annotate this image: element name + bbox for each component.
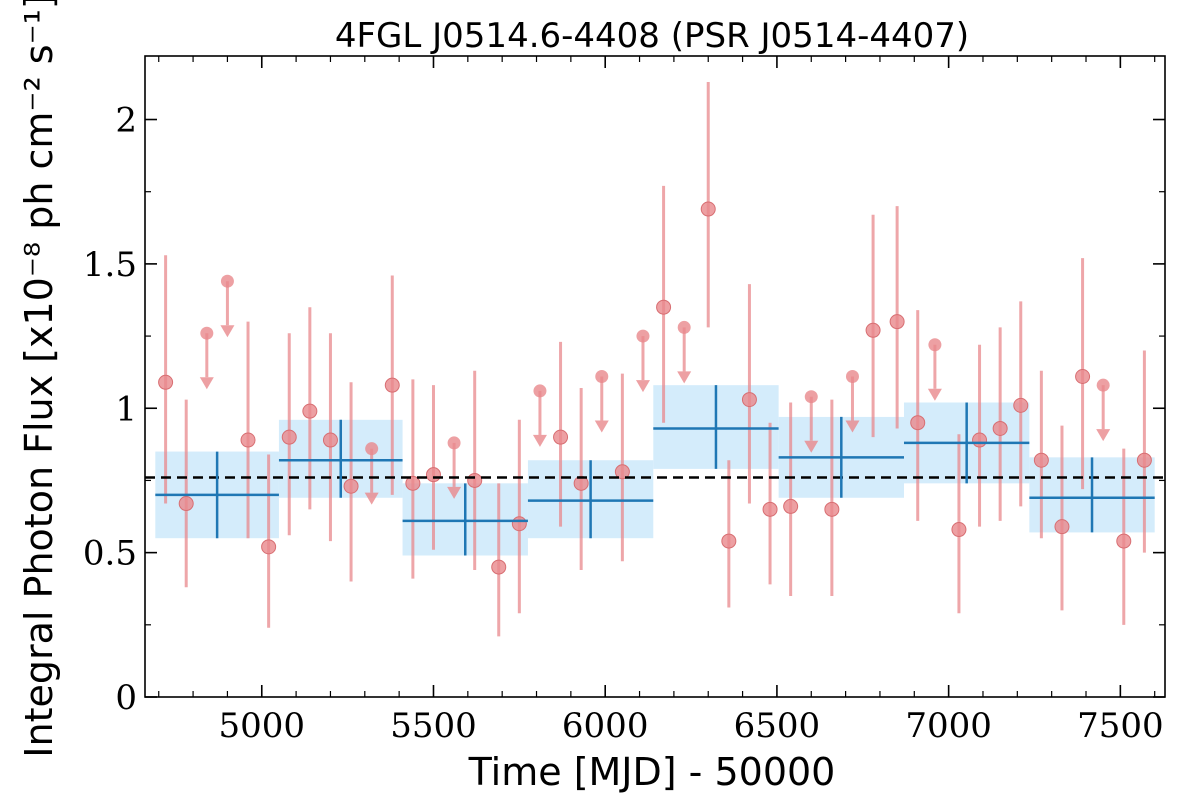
flux-point (302, 403, 318, 419)
flux-point (889, 314, 905, 330)
flux-point (614, 464, 630, 480)
plot-frame (144, 55, 1166, 698)
x-tick-label: 7000 (905, 706, 992, 746)
flux-point (972, 432, 988, 448)
flux-point (467, 472, 483, 488)
upper-limit-marker (677, 320, 691, 334)
y-tick-label: 0.5 (83, 534, 137, 574)
flux-point (384, 377, 400, 393)
y-axis: 0 0.5 1 1.5 2 (83, 101, 1165, 718)
flux-point (553, 429, 569, 445)
x-tick-label: 7500 (1077, 706, 1164, 746)
flux-point (910, 415, 926, 431)
x-tick-label: 6000 (562, 706, 649, 746)
flux-point (762, 501, 778, 517)
upper-limit-arrow (447, 486, 462, 499)
flux-point (158, 374, 174, 390)
flux-point (1054, 519, 1070, 535)
upper-limit-arrow (199, 377, 214, 390)
upper-limit-arrow (845, 420, 860, 433)
y-tick-label: 0 (115, 678, 137, 718)
flux-point (1013, 397, 1029, 413)
upper-limit-marker (200, 326, 214, 340)
flux-point (951, 522, 967, 538)
upper-limit-marker (845, 370, 859, 383)
flux-point (425, 467, 441, 483)
upper-limit-marker (365, 442, 379, 456)
x-tick-label: 5000 (219, 706, 306, 746)
flux-point (1136, 452, 1152, 468)
upper-limit-arrow (532, 434, 547, 447)
flux-point (824, 501, 840, 517)
flux-point (1033, 452, 1049, 468)
flux-point (491, 559, 507, 575)
flux-point (700, 201, 716, 217)
flux-point (656, 299, 672, 315)
upper-limit-arrow (635, 380, 650, 393)
flux-point (783, 498, 799, 514)
upper-limit-marker (804, 390, 818, 404)
upper-limit-marker (1096, 378, 1110, 392)
upper-limit-arrow (1096, 429, 1111, 442)
x-tick-label: 6500 (734, 706, 821, 746)
x-axis: 5000 5500 6000 6500 7000 7500 (158, 56, 1164, 746)
flux-point (1116, 533, 1132, 549)
flux-point (240, 432, 256, 448)
y-tick-label: 1.5 (83, 245, 137, 285)
upper-limit-marker (595, 370, 609, 383)
flux-point (281, 429, 297, 445)
upper-limit-arrow (804, 440, 819, 453)
flux-point (721, 533, 737, 549)
upper-limit-arrow (594, 420, 609, 433)
flux-point (865, 322, 881, 338)
upper-limit-marker (533, 384, 547, 398)
flux-point (178, 496, 194, 512)
flux-point (1075, 369, 1091, 384)
upper-limit-marker (928, 338, 942, 352)
flux-point (343, 478, 359, 494)
y-axis-label: Integral Photon Flux [x10⁻⁸ ph cm⁻² s⁻¹] (17, 0, 61, 758)
flux-point (511, 516, 527, 532)
plot-area (145, 81, 1165, 637)
upper-limit-arrow (364, 492, 379, 505)
y-tick-label: 1 (115, 389, 137, 429)
upper-limit-marker (636, 329, 650, 343)
upper-limit-arrow (220, 325, 235, 338)
flux-point (322, 432, 338, 448)
upper-limit-arrow (927, 388, 942, 401)
flux-point (405, 475, 421, 491)
y-tick-label: 2 (115, 101, 137, 141)
upper-limit-marker (220, 274, 234, 288)
x-tick-label: 5500 (390, 706, 477, 746)
upper-limit-marker (447, 436, 461, 450)
flux-point (261, 539, 277, 555)
upper-limit-arrow (677, 371, 692, 384)
flux-point (992, 420, 1008, 436)
flux-point (741, 392, 757, 408)
chart-title: 4FGL J0514.6-4408 (PSR J0514-4407) (335, 16, 969, 56)
x-axis-label: Time [MJD] - 50000 (468, 750, 836, 794)
